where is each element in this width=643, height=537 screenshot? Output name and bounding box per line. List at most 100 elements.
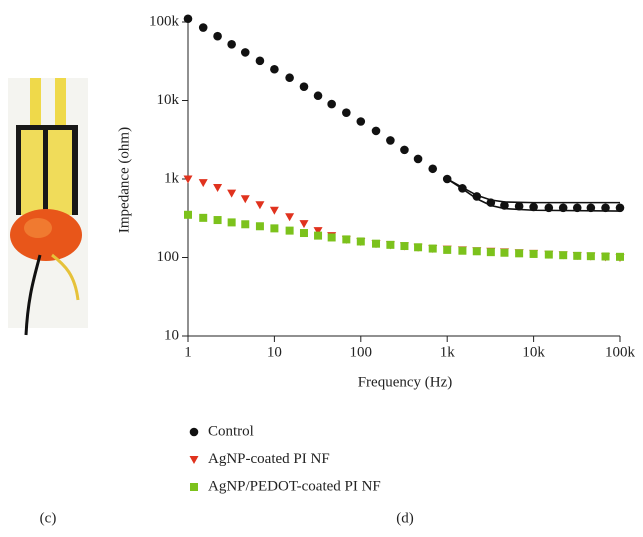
point <box>285 226 294 235</box>
point <box>472 247 481 256</box>
y-tick-label: 1k <box>164 170 180 186</box>
panel-label: (d) <box>396 510 414 526</box>
point <box>183 175 193 184</box>
blob-highlight <box>24 218 52 238</box>
point <box>356 237 365 246</box>
point <box>572 203 582 213</box>
electrode <box>21 130 43 215</box>
x-axis-label: Frequency (Hz) <box>358 374 453 390</box>
point <box>372 239 381 248</box>
legend-marker <box>189 456 199 464</box>
point <box>428 164 438 174</box>
point <box>198 179 208 188</box>
legend-label: AgNP-coated PI NF <box>208 451 330 467</box>
x-tick-label: 10k <box>522 344 545 360</box>
electrode <box>48 130 72 215</box>
y-tick-label: 100k <box>149 13 180 29</box>
wire <box>51 253 80 301</box>
panel-label: (c) <box>40 510 57 526</box>
point <box>199 213 208 222</box>
point <box>313 227 323 236</box>
legend-marker <box>189 427 199 437</box>
point <box>515 249 524 258</box>
point <box>314 231 323 240</box>
strip <box>30 78 41 138</box>
point <box>327 233 336 242</box>
point <box>213 31 222 41</box>
legend-marker <box>190 483 198 491</box>
point <box>428 244 437 253</box>
point <box>227 39 236 49</box>
point <box>183 14 193 24</box>
point <box>227 218 236 227</box>
point <box>559 251 568 260</box>
photo <box>8 78 88 336</box>
x-tick-label: 100 <box>350 344 373 360</box>
point <box>285 213 295 222</box>
point <box>198 23 208 32</box>
x-tick-label: 100k <box>605 344 636 360</box>
point <box>486 198 496 207</box>
point <box>616 252 624 261</box>
point <box>601 203 610 213</box>
point <box>514 201 524 211</box>
point <box>544 203 554 213</box>
wire <box>24 254 42 336</box>
x-tick-label: 1 <box>184 344 192 360</box>
point <box>500 248 509 257</box>
x-tick-label: 10 <box>267 344 282 360</box>
point <box>529 249 538 258</box>
point <box>227 189 237 198</box>
point <box>486 248 495 257</box>
point <box>342 108 351 117</box>
point <box>615 203 625 213</box>
point <box>270 224 279 233</box>
point <box>400 145 409 155</box>
point <box>313 91 323 101</box>
point <box>601 252 610 261</box>
point <box>241 220 250 229</box>
point <box>371 126 381 136</box>
y-tick-label: 10k <box>157 92 180 108</box>
point <box>213 183 223 192</box>
point <box>586 203 596 213</box>
point <box>443 245 452 254</box>
point <box>558 203 568 213</box>
point <box>414 243 423 252</box>
point <box>240 195 250 204</box>
point <box>586 252 595 261</box>
y-tick-label: 10 <box>164 327 179 343</box>
point <box>270 64 279 74</box>
point <box>327 99 336 109</box>
point <box>386 136 395 145</box>
point <box>255 56 265 66</box>
y-axis-label: Impedance (ohm) <box>116 127 132 233</box>
point <box>529 202 538 212</box>
point <box>299 229 308 238</box>
fit-line <box>446 178 620 204</box>
point <box>458 246 467 255</box>
point <box>213 216 222 225</box>
point <box>255 222 264 231</box>
point <box>472 192 482 201</box>
point <box>342 235 351 244</box>
legend-label: Control <box>208 423 254 439</box>
x-tick-label: 1k <box>440 344 456 360</box>
point <box>240 48 250 57</box>
point <box>356 117 366 126</box>
point <box>386 240 395 249</box>
point <box>299 82 309 91</box>
point <box>255 201 265 210</box>
point <box>413 154 423 164</box>
point <box>184 210 192 219</box>
strip <box>55 78 66 138</box>
y-tick-label: 100 <box>157 249 180 265</box>
point <box>269 206 279 215</box>
point <box>500 201 509 210</box>
point <box>544 250 553 259</box>
point <box>458 184 467 193</box>
point <box>299 220 309 229</box>
legend-label: AgNP/PEDOT-coated PI NF <box>208 478 381 494</box>
point <box>573 251 582 260</box>
